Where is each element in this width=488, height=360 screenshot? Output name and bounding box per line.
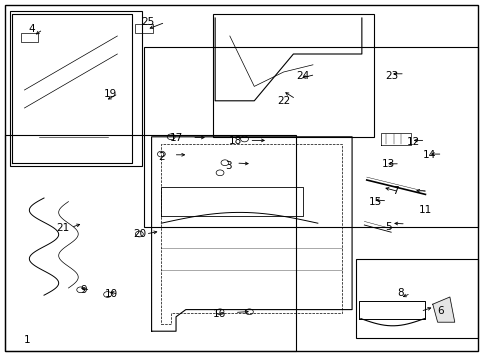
Text: 15: 15: [368, 197, 382, 207]
Text: 3: 3: [225, 161, 232, 171]
Bar: [355, 259, 477, 338]
Text: 12: 12: [406, 137, 419, 147]
Text: 19: 19: [103, 89, 117, 99]
Bar: [20, 33, 38, 42]
Text: 24: 24: [296, 71, 309, 81]
Text: 14: 14: [422, 150, 435, 160]
Text: 1: 1: [23, 335, 30, 345]
Text: 4: 4: [28, 24, 35, 34]
Text: 25: 25: [141, 17, 154, 27]
Text: 10: 10: [105, 289, 118, 300]
Text: 5: 5: [385, 222, 391, 232]
Polygon shape: [432, 297, 454, 322]
Text: 2: 2: [158, 152, 164, 162]
Text: 9: 9: [81, 285, 87, 295]
Bar: [144, 47, 477, 227]
Bar: [212, 14, 373, 137]
Text: 22: 22: [276, 96, 290, 106]
Text: 13: 13: [381, 159, 395, 169]
Text: 8: 8: [397, 288, 404, 298]
Bar: [10, 11, 142, 166]
Bar: [135, 24, 153, 33]
Text: 21: 21: [56, 222, 69, 233]
Text: 23: 23: [385, 71, 398, 81]
Text: 20: 20: [133, 229, 145, 239]
Text: 6: 6: [436, 306, 443, 316]
Bar: [5, 135, 295, 351]
Text: 11: 11: [418, 204, 431, 215]
Text: 17: 17: [169, 132, 183, 143]
Text: 18: 18: [228, 136, 242, 146]
Text: 16: 16: [212, 309, 225, 319]
Text: 7: 7: [391, 186, 398, 196]
